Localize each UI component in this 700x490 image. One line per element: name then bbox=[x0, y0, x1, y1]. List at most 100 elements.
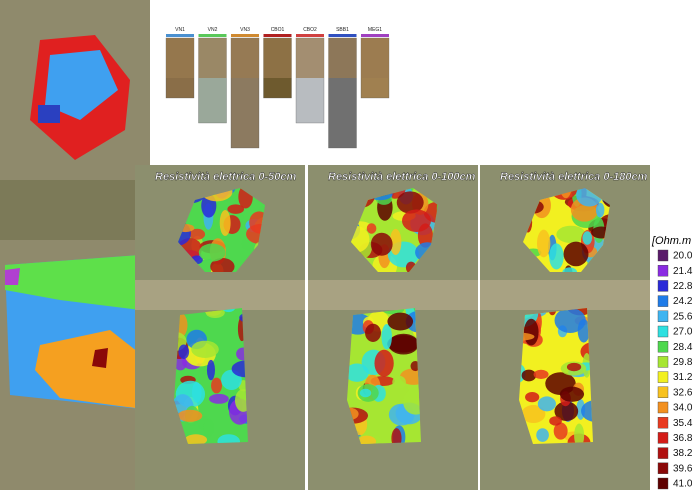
resistivity-zone bbox=[403, 388, 421, 415]
map-panel: Resistività elettrica 0-50cm bbox=[135, 165, 305, 490]
resistivity-zone bbox=[563, 241, 589, 267]
profile-label: VN3 bbox=[240, 27, 250, 33]
resistivity-zone bbox=[392, 375, 406, 389]
legend-swatch bbox=[657, 462, 669, 474]
profile-header bbox=[263, 34, 292, 37]
profile-column-top bbox=[263, 38, 292, 78]
resistivity-zone bbox=[581, 400, 593, 422]
profile-label: VN1 bbox=[175, 27, 185, 33]
resistivity-zone bbox=[549, 416, 562, 426]
map-panel: Resistività elettrica 0-180cm bbox=[480, 165, 650, 490]
resistivity-zone bbox=[549, 243, 564, 270]
resistivity-zone bbox=[521, 369, 537, 382]
resistivity-zone bbox=[574, 423, 585, 444]
resistivity-zone bbox=[525, 392, 540, 403]
legend-swatch bbox=[657, 401, 669, 414]
resistivity-zone bbox=[582, 231, 593, 245]
field-map-zone bbox=[38, 105, 60, 123]
legend-label: 31.2 bbox=[673, 372, 693, 383]
resistivity-zone bbox=[402, 209, 431, 232]
legend-label: 32.6 bbox=[673, 387, 693, 398]
legend-swatch bbox=[657, 356, 669, 368]
aerial-photo bbox=[0, 180, 150, 240]
profile-header bbox=[198, 34, 227, 37]
legend-label: 25.6 bbox=[673, 311, 693, 322]
resistivity-zone bbox=[347, 363, 369, 382]
profile-label: CBO2 bbox=[303, 27, 317, 33]
aerial-photo bbox=[480, 280, 650, 310]
panel-title: Resistività elettrica 0-50cm bbox=[155, 171, 296, 183]
field-map-zone bbox=[5, 255, 140, 310]
resistivity-zone bbox=[209, 393, 229, 404]
profile-column-top bbox=[361, 38, 389, 78]
resistivity-zone bbox=[366, 223, 377, 234]
legend-swatch bbox=[657, 371, 669, 383]
resistivity-zone bbox=[365, 323, 381, 342]
resistivity-zone bbox=[554, 401, 579, 421]
resistivity-zone bbox=[227, 204, 245, 214]
profile-column-top bbox=[296, 38, 324, 78]
resistivity-zone bbox=[351, 225, 370, 253]
field-map-zone bbox=[45, 50, 118, 120]
legend-swatch bbox=[657, 325, 669, 338]
profile-column-top bbox=[231, 38, 259, 78]
legend-label: 28.4 bbox=[673, 342, 693, 353]
resistivity-zone bbox=[206, 359, 216, 381]
resistivity-zone bbox=[203, 418, 215, 437]
resistivity-zone bbox=[178, 344, 190, 360]
profile-label: SBB1 bbox=[336, 27, 349, 33]
legend-swatch bbox=[657, 447, 669, 459]
profile-header bbox=[296, 34, 324, 37]
resistivity-zone bbox=[177, 409, 203, 422]
legend-label: 38.2 bbox=[673, 448, 693, 459]
resistivity-zone bbox=[553, 422, 568, 440]
resistivity-zone bbox=[554, 308, 586, 333]
resistivity-zone bbox=[189, 228, 206, 240]
legend-label: 39.6 bbox=[673, 463, 693, 474]
resistivity-zone bbox=[562, 267, 578, 272]
legend-swatch bbox=[657, 417, 669, 429]
panel-title: Resistività elettrica 0-100cm bbox=[328, 171, 476, 183]
resistivity-zone bbox=[566, 362, 582, 372]
profile-label: MEG1 bbox=[368, 27, 382, 33]
resistivity-zone bbox=[210, 257, 235, 272]
legend-label: 20.0 bbox=[673, 251, 693, 262]
legend-label: 22.8 bbox=[673, 281, 693, 292]
resistivity-zone bbox=[198, 243, 226, 262]
profile-label: VN2 bbox=[208, 27, 218, 33]
resistivity-zone bbox=[577, 318, 590, 343]
legend-swatch bbox=[657, 477, 669, 490]
resistivity-zone bbox=[387, 335, 419, 353]
resistivity-zone bbox=[359, 388, 372, 398]
aerial-photo bbox=[135, 280, 305, 310]
resistivity-zone bbox=[357, 435, 377, 444]
legend-label: 27.0 bbox=[673, 327, 693, 338]
resistivity-zone bbox=[521, 405, 546, 424]
resistivity-zone bbox=[533, 369, 549, 380]
profile-header bbox=[361, 34, 389, 37]
profile-header bbox=[231, 34, 259, 37]
resistivity-zone bbox=[211, 377, 223, 394]
resistivity-zone bbox=[184, 434, 208, 444]
resistivity-zone bbox=[387, 312, 414, 331]
legend-label: 24.2 bbox=[673, 296, 693, 307]
legend-swatch bbox=[657, 341, 669, 353]
resistivity-zone bbox=[595, 202, 605, 218]
resistivity-zone bbox=[374, 349, 394, 377]
legend-label: 41.0 bbox=[673, 479, 693, 490]
field-map-zone bbox=[92, 348, 108, 368]
resistivity-zone bbox=[423, 201, 438, 223]
resistivity-zone bbox=[559, 386, 585, 402]
aerial-photo bbox=[308, 280, 478, 310]
resistivity-zone bbox=[217, 434, 241, 444]
resistivity-zone bbox=[519, 363, 526, 383]
resistivity-zone bbox=[389, 228, 402, 256]
legend-label: 35.4 bbox=[673, 418, 693, 429]
field-map-zone bbox=[35, 330, 150, 410]
field-map-zone bbox=[5, 268, 20, 285]
resistivity-zone bbox=[536, 428, 549, 442]
legend-swatch bbox=[657, 310, 669, 322]
legend-swatch bbox=[657, 249, 669, 262]
legend-swatch bbox=[657, 432, 669, 444]
